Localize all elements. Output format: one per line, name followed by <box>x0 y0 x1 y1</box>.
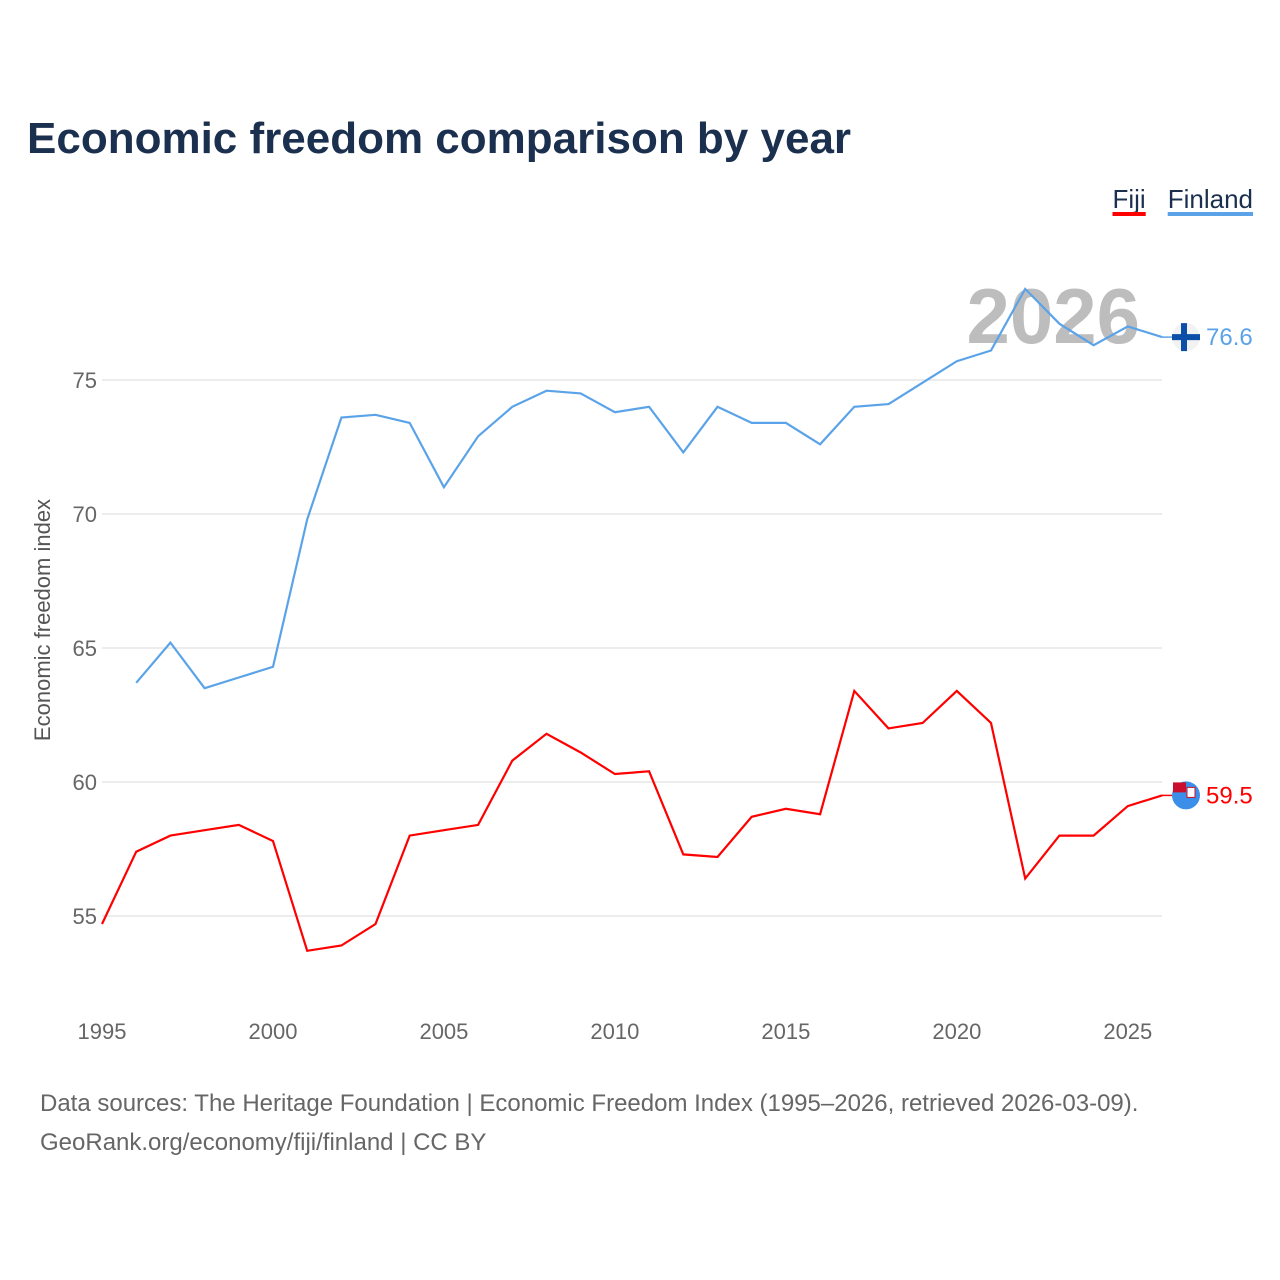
series-line-fiji <box>101 688 1163 953</box>
x-tick-label: 2025 <box>1103 1019 1152 1044</box>
y-tick-label: 60 <box>73 770 97 795</box>
y-tick-label: 70 <box>73 502 97 527</box>
x-tick-label: 2005 <box>419 1019 468 1044</box>
y-tick-labels: 55 60 65 70 75 <box>73 368 97 929</box>
end-value-fiji: 59.5 <box>1206 782 1253 809</box>
end-value-finland: 76.6 <box>1206 324 1253 351</box>
series-lines <box>101 287 1163 953</box>
legend-item-finland[interactable]: Finland <box>1168 184 1253 214</box>
x-tick-label: 2020 <box>932 1019 981 1044</box>
series-line-finland <box>135 287 1163 690</box>
x-tick-label: 2010 <box>590 1019 639 1044</box>
data-source-text: Data sources: The Heritage Foundation | … <box>40 1090 1138 1117</box>
legend-swatch <box>1112 212 1146 216</box>
chart-title: Economic freedom comparison by year <box>27 114 851 163</box>
fiji-flag-icon <box>1172 781 1200 810</box>
y-tick-label: 55 <box>73 904 97 929</box>
x-tick-label: 1995 <box>78 1019 127 1044</box>
y-tick-label: 65 <box>73 636 97 661</box>
legend-swatch <box>1167 212 1253 216</box>
x-tick-label: 2000 <box>248 1019 297 1044</box>
y-axis-title: Economic freedom index <box>30 499 55 741</box>
x-tick-labels: 1995 2000 2005 2010 2015 2020 2025 <box>78 1019 1153 1044</box>
legend-item-fiji[interactable]: Fiji <box>1113 184 1146 214</box>
end-labels: 59.5 76.6 <box>1162 323 1253 810</box>
y-tick-label: 75 <box>73 368 97 393</box>
gridlines <box>102 379 1162 917</box>
attribution-link[interactable]: GeoRank.org/economy/fiji/finland | CC BY <box>40 1129 486 1156</box>
finland-flag-icon <box>1172 323 1200 352</box>
legend: Finland Fiji <box>1112 184 1253 216</box>
x-tick-label: 2015 <box>761 1019 810 1044</box>
